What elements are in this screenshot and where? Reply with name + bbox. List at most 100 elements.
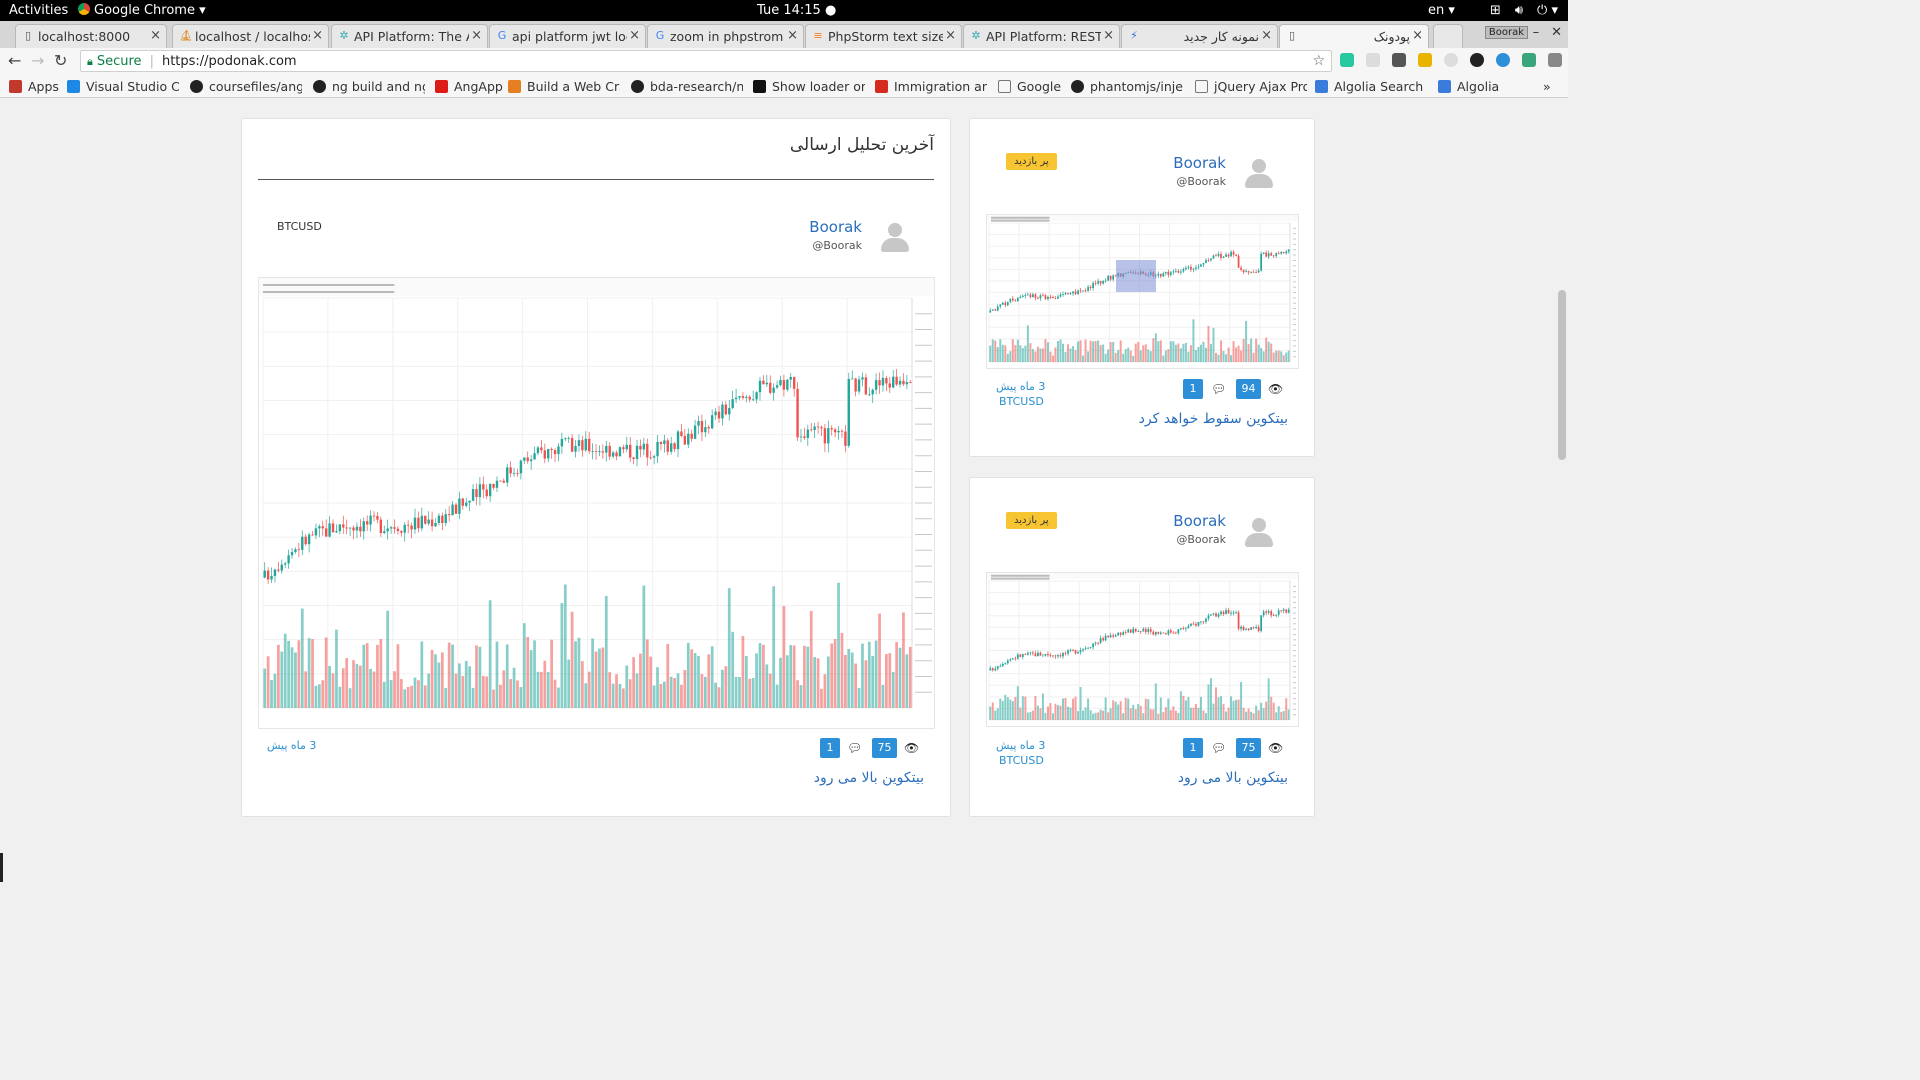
bookmark-bda-research[interactable]: bda-research/no xyxy=(631,79,743,94)
bookmark-web-crawler[interactable]: Build a Web Crav xyxy=(508,79,620,94)
language-selector[interactable]: en ▾ xyxy=(1428,3,1455,18)
bookmark-immigration[interactable]: Immigration and xyxy=(875,79,987,94)
close-tab-icon[interactable]: × xyxy=(1103,28,1114,43)
back-icon[interactable]: ← xyxy=(8,51,22,70)
app-name: Google Chrome xyxy=(94,3,195,18)
close-window-icon[interactable]: ✕ xyxy=(1551,25,1562,40)
window-edge xyxy=(0,853,3,882)
close-tab-icon[interactable]: × xyxy=(1412,28,1423,43)
extension-icons xyxy=(1340,53,1562,67)
author-name[interactable]: Boorak xyxy=(1173,512,1226,530)
menu-dots-icon[interactable] xyxy=(1548,53,1562,67)
close-tab-icon[interactable]: × xyxy=(150,28,161,43)
pma-icon: ⛵︎ xyxy=(179,29,193,42)
bookmark-jquery-ajax[interactable]: jQuery Ajax Prog xyxy=(1195,79,1307,94)
bookmark-show-loader[interactable]: Show loader on xyxy=(753,79,865,94)
doc-icon xyxy=(1195,80,1208,93)
bookmark-algolia-search[interactable]: Algolia Search a xyxy=(1315,79,1427,94)
system-tray[interactable]: ⊞ 🔊︎ ⏻ ▾ xyxy=(1490,3,1558,18)
author-handle: @Boorak xyxy=(1176,175,1226,188)
clock[interactable]: Tue 14:15 ● xyxy=(757,3,836,18)
more-bookmarks-icon[interactable]: » xyxy=(1543,79,1551,94)
author-name[interactable]: Boorak xyxy=(809,218,862,236)
chart-image[interactable] xyxy=(258,277,935,729)
spider-icon: ✲ xyxy=(339,29,349,42)
page-scrollbar[interactable] xyxy=(1556,98,1568,882)
bookmark-phantomjs[interactable]: phantomjs/inject xyxy=(1071,79,1183,94)
tab-3[interactable]: ✲ API Platform: The API× xyxy=(331,24,488,48)
bookmark-google[interactable]: Google xyxy=(998,79,1061,94)
author-handle: @Boorak xyxy=(1176,533,1226,546)
tab-label: localhost:8000 xyxy=(38,29,131,44)
eye-icon: 👁︎ xyxy=(904,741,920,755)
close-tab-icon[interactable]: × xyxy=(471,28,482,43)
forward-icon[interactable]: → xyxy=(31,51,45,70)
post-title-link[interactable]: بیتکوین سقوط خواهد کرد xyxy=(1138,411,1288,427)
chart-image[interactable] xyxy=(986,214,1299,369)
author-name[interactable]: Boorak xyxy=(1173,154,1226,172)
bookmark-ng-build[interactable]: ng build and ng s xyxy=(313,79,425,94)
divider xyxy=(258,179,934,180)
address-bar[interactable]: 🔒︎ Secure | https://podonak.com ☆ xyxy=(80,50,1332,72)
medium-icon xyxy=(753,80,766,93)
bookmark-label: Visual Studio Co xyxy=(86,79,179,94)
close-tab-icon[interactable]: × xyxy=(629,28,640,43)
new-tab-button[interactable] xyxy=(1433,24,1463,48)
close-tab-icon[interactable]: × xyxy=(945,28,956,43)
symbol-link[interactable]: BTCUSD xyxy=(999,754,1044,767)
bookmark-vscode[interactable]: Visual Studio Co xyxy=(67,79,179,94)
bookmark-coursefiles[interactable]: coursefiles/angu xyxy=(190,79,302,94)
app-menu[interactable]: Google Chrome ▾ xyxy=(78,3,206,18)
app-icon: ⚡︎ xyxy=(1130,29,1138,42)
browser-toolbar: ← → ↻ 🔒︎ Secure | https://podonak.com ☆ xyxy=(0,48,1568,74)
tab-7[interactable]: ✲ API Platform: REST a× xyxy=(963,24,1120,48)
post-title-link[interactable]: بیتکوین بالا می رود xyxy=(1177,770,1288,786)
extension-icon[interactable] xyxy=(1470,53,1484,67)
security-label: Secure xyxy=(96,54,142,69)
tab-label: PhpStorm text size - xyxy=(828,29,943,44)
minimize-icon[interactable]: – xyxy=(1532,25,1540,40)
chrome-icon xyxy=(78,3,90,15)
tab-8[interactable]: ⚡︎ نمونه کار جدید × xyxy=(1121,24,1278,48)
tab-6[interactable]: ≡ PhpStorm text size - × xyxy=(805,24,962,48)
scrollbar-thumb[interactable] xyxy=(1558,290,1566,460)
bookmark-angapp[interactable]: AngApp xyxy=(435,79,503,94)
close-tab-icon[interactable]: × xyxy=(787,28,798,43)
activities-button[interactable]: Activities xyxy=(9,3,69,18)
chart-image[interactable] xyxy=(986,572,1299,727)
extension-icon[interactable] xyxy=(1418,53,1432,67)
reload-icon[interactable]: ↻ xyxy=(54,51,68,70)
bookmark-algolia[interactable]: Algolia xyxy=(1438,79,1499,94)
extension-icon[interactable] xyxy=(1392,53,1406,67)
avatar xyxy=(1245,518,1273,548)
tab-label: API Platform: REST a xyxy=(986,29,1101,44)
symbol-link[interactable]: BTCUSD xyxy=(999,395,1044,408)
bookmark-apps[interactable]: Apps xyxy=(9,79,59,94)
spider-icon: ✲ xyxy=(971,29,981,42)
extension-icon[interactable] xyxy=(1340,53,1354,67)
time-ago: 3 ماه پیش xyxy=(267,739,317,752)
clock-label: Tue 14:15 xyxy=(757,3,821,18)
extension-icon[interactable] xyxy=(1444,53,1458,67)
power-icon: ⏻ ▾ xyxy=(1537,3,1558,18)
views-count: 94 xyxy=(1236,379,1261,399)
bookmark-star-icon[interactable]: ☆ xyxy=(1312,53,1325,69)
popular-badge: پر بازدید xyxy=(1006,512,1057,529)
extension-icon[interactable] xyxy=(1366,53,1380,67)
close-tab-icon[interactable]: × xyxy=(1261,28,1272,43)
profile-chip[interactable]: Boorak xyxy=(1484,26,1528,39)
extension-icon[interactable] xyxy=(1496,53,1510,67)
tab-9-active[interactable]: ▯ پودونک × xyxy=(1279,24,1429,48)
tab-1[interactable]: ▯ localhost:8000 × xyxy=(15,24,167,48)
popular-post-card-1: پر بازدید Boorak @Boorak 3 ماه پیش BTCUS… xyxy=(969,118,1315,457)
close-tab-icon[interactable]: × xyxy=(312,28,323,43)
url-text: https://podonak.com xyxy=(161,54,297,69)
vue-devtools-icon[interactable] xyxy=(1522,53,1536,67)
bookmark-label: Algolia xyxy=(1457,79,1500,94)
bookmark-label: Apps xyxy=(28,79,59,94)
post-title-link[interactable]: بیتکوین بالا می رود xyxy=(813,770,924,786)
lock-icon: 🔒︎ xyxy=(87,55,93,68)
tab-2[interactable]: ⛵︎ localhost / localhost × xyxy=(172,24,329,48)
